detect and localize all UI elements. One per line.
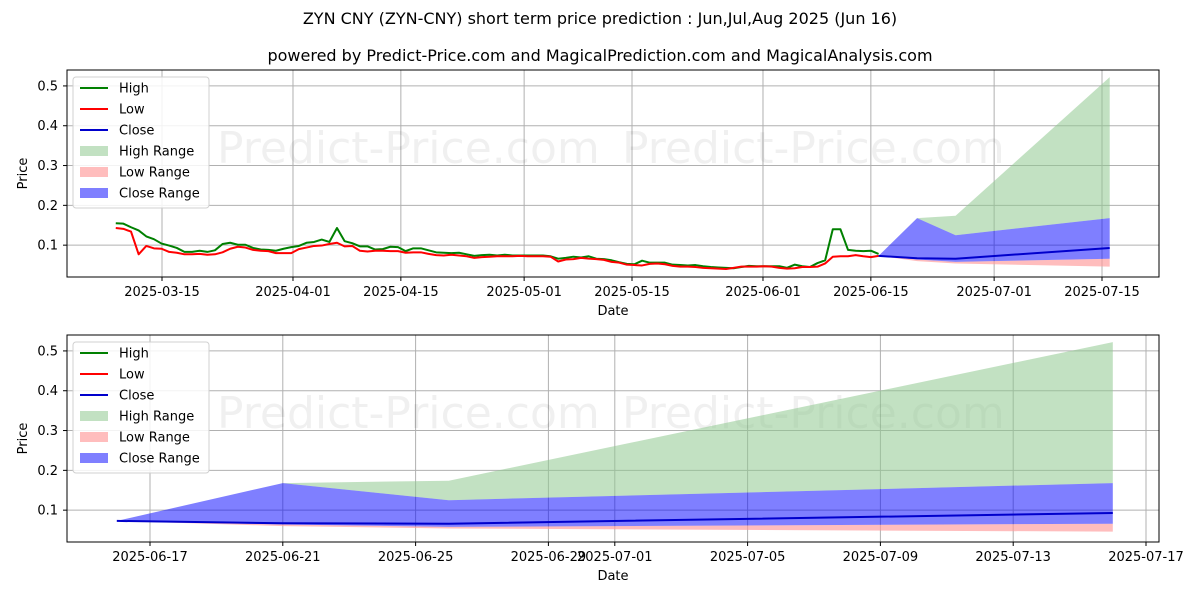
- legend: High Low Close High Range Low Range Close Ran…: [72, 341, 210, 474]
- x-tick-label: 2025-07-05: [710, 550, 786, 565]
- forecast-zoom-plot: 0.1 0.2 0.3 0.4 0.5 2025-06-17 2025-06-21 2025-…: [16, 334, 1184, 584]
- high-range-band: [116, 342, 1113, 521]
- x-tick-label: 2025-07-01: [956, 285, 1032, 300]
- y-tick-label: 0.2: [37, 199, 58, 214]
- high-range-band: [878, 77, 1110, 256]
- low-line: [115, 227, 879, 271]
- y-axis-label: Price: [16, 158, 31, 190]
- x-tick-label: 2025-06-15: [833, 285, 909, 300]
- axes-frame: [66, 334, 1160, 543]
- legend-swatch-close-range: [80, 453, 108, 463]
- legend-label: Low Range: [119, 166, 190, 181]
- x-tick-label: 2025-06-21: [245, 550, 321, 565]
- legend-label: High: [119, 82, 149, 97]
- watermark: Predict-Price.com: [622, 123, 1005, 174]
- legend-label: High Range: [119, 410, 194, 425]
- x-tick-label: 2025-06-01: [725, 285, 801, 300]
- history-forecast-plot: 0.1 0.2 0.3 0.4 0.5 2025-03-15 2025-04-01 2025-…: [16, 69, 1160, 319]
- legend-swatch-high-range: [80, 411, 108, 421]
- legend-label: Close Range: [119, 452, 200, 467]
- legend-label: High: [119, 347, 149, 362]
- y-tick-label: 0.1: [37, 504, 58, 519]
- y-tick-label: 0.5: [37, 344, 58, 359]
- low-range-band: [878, 255, 1110, 267]
- x-tick-label: 2025-05-01: [486, 285, 562, 300]
- y-tick-label: 0.4: [37, 384, 58, 399]
- legend-swatch-close-range: [80, 188, 108, 198]
- chart-title: ZYN CNY (ZYN-CNY) short term price predi…: [302, 9, 898, 28]
- x-tick-label: 2025-07-17: [1108, 550, 1184, 565]
- close-line: [116, 511, 1113, 525]
- low-range-band: [116, 520, 1113, 532]
- legend-label: Low Range: [119, 431, 190, 446]
- x-tick-label: 2025-04-15: [363, 285, 439, 300]
- x-tick-label: 2025-06-29: [511, 550, 587, 565]
- x-tick-label: 2025-06-17: [112, 550, 188, 565]
- chart-subtitle: powered by Predict-Price.com and Magical…: [267, 46, 933, 65]
- legend-swatch-low-range: [80, 432, 108, 442]
- high-line: [115, 222, 879, 270]
- legend-label: Close: [119, 389, 154, 404]
- x-tick-label: 2025-04-01: [255, 285, 331, 300]
- x-tick-label: 2025-07-15: [1064, 285, 1140, 300]
- legend-label: Low: [119, 368, 145, 383]
- y-tick-label: 0.4: [37, 119, 58, 134]
- x-tick-label: 2025-03-15: [124, 285, 200, 300]
- y-tick-label: 0.3: [37, 159, 58, 174]
- y-tick-label: 0.3: [37, 424, 58, 439]
- x-axis-label: Date: [597, 569, 628, 584]
- y-tick-label: 0.2: [37, 464, 58, 479]
- y-tick-label: 0.5: [37, 79, 58, 94]
- y-axis-label: Price: [16, 423, 31, 455]
- watermark: Predict-Price.com: [217, 123, 600, 174]
- legend-label: Low: [119, 103, 145, 118]
- x-tick-label: 2025-07-09: [843, 550, 919, 565]
- legend-swatch-high-range: [80, 146, 108, 156]
- close-range-band: [116, 483, 1113, 527]
- legend-label: Close: [119, 124, 154, 139]
- y-tick-label: 0.1: [37, 239, 58, 254]
- x-tick-label: 2025-07-01: [577, 550, 653, 565]
- axes-frame: [66, 69, 1160, 278]
- x-tick-label: 2025-05-15: [594, 285, 670, 300]
- legend-label: High Range: [119, 145, 194, 160]
- x-axis-label: Date: [597, 304, 628, 319]
- legend: High Low Close High Range Low Range Close Ran…: [72, 76, 210, 209]
- x-tick-label: 2025-06-25: [378, 550, 454, 565]
- close-line: [878, 246, 1110, 260]
- watermark: Predict-Price.com: [217, 388, 600, 439]
- legend-label: Close Range: [119, 187, 200, 202]
- x-tick-label: 2025-07-13: [975, 550, 1051, 565]
- close-range-band: [878, 218, 1110, 262]
- legend-swatch-low-range: [80, 167, 108, 177]
